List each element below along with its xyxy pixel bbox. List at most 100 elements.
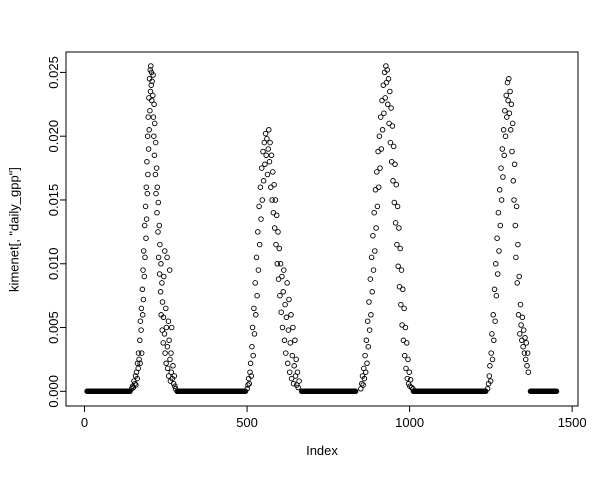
- data-point: [393, 181, 400, 188]
- data-point: [406, 369, 413, 375]
- data-point: [372, 187, 379, 193]
- data-point: [271, 225, 278, 231]
- data-point: [515, 312, 522, 318]
- data-point: [164, 365, 171, 372]
- data-point: [365, 343, 372, 350]
- data-point: [156, 222, 163, 229]
- data-point: [507, 127, 514, 133]
- data-point: [402, 324, 409, 331]
- data-point: [147, 107, 153, 114]
- data-point: [171, 373, 178, 379]
- data-point: [400, 337, 407, 344]
- data-point: [274, 261, 281, 267]
- data-point: [504, 114, 510, 120]
- y-tick-label: 0.010: [46, 247, 61, 280]
- data-point: [158, 261, 164, 267]
- data-point: [132, 380, 138, 387]
- data-point: [165, 318, 172, 324]
- data-point: [377, 114, 384, 120]
- data-point: [280, 289, 286, 295]
- data-point: [397, 245, 403, 252]
- data-point: [404, 375, 411, 382]
- data-point: [519, 314, 526, 321]
- data-point: [493, 292, 500, 299]
- data-point: [252, 280, 258, 286]
- data-point: [496, 187, 503, 193]
- data-point: [268, 152, 275, 159]
- data-point: [145, 171, 151, 178]
- data-point: [491, 286, 498, 293]
- data-point: [152, 171, 159, 178]
- data-point: [283, 314, 290, 321]
- data-point: [150, 92, 156, 99]
- data-point: [398, 301, 404, 308]
- data-point: [157, 289, 164, 295]
- data-point: [387, 88, 393, 95]
- data-point: [492, 318, 498, 324]
- data-point: [401, 352, 408, 359]
- data-point: [361, 375, 368, 382]
- data-point: [138, 305, 145, 312]
- data-point: [145, 146, 152, 152]
- data-point: [371, 209, 377, 216]
- data-point: [141, 222, 148, 229]
- data-point: [374, 169, 380, 175]
- data-point: [520, 327, 527, 333]
- data-point: [142, 203, 149, 210]
- data-point: [128, 386, 135, 392]
- data-point: [134, 375, 140, 382]
- data-point: [497, 222, 504, 229]
- data-point: [510, 178, 517, 184]
- data-point: [385, 76, 392, 82]
- data-point: [396, 283, 403, 290]
- data-point: [379, 127, 386, 133]
- data-point: [270, 169, 276, 175]
- data-point: [245, 375, 252, 382]
- x-tick-label: 1000: [395, 415, 424, 430]
- data-point: [375, 148, 381, 155]
- data-point: [162, 350, 168, 356]
- data-point: [139, 286, 146, 293]
- data-point: [163, 360, 169, 367]
- data-points: [84, 63, 560, 395]
- data-point: [522, 335, 528, 341]
- data-point: [137, 337, 143, 344]
- data-point: [262, 130, 269, 137]
- data-point: [486, 373, 493, 379]
- data-point: [511, 197, 517, 203]
- data-point: [394, 203, 401, 210]
- data-point: [143, 184, 150, 190]
- data-point: [135, 365, 141, 372]
- data-point: [369, 289, 375, 295]
- data-point: [272, 197, 279, 203]
- data-point: [261, 139, 268, 146]
- x-axis: 0 500 1000 1500: [81, 406, 587, 430]
- data-point: [502, 107, 508, 114]
- data-point: [494, 235, 500, 241]
- data-point: [403, 365, 409, 372]
- data-point: [151, 133, 157, 139]
- data-point: [163, 305, 169, 312]
- data-point: [360, 382, 366, 388]
- data-point: [256, 203, 262, 210]
- data-point: [519, 337, 525, 344]
- data-point: [524, 363, 530, 369]
- data-point: [489, 331, 495, 337]
- data-point: [277, 261, 284, 267]
- data-point: [244, 386, 250, 392]
- data-point: [484, 386, 491, 392]
- data-point: [155, 229, 161, 235]
- data-point: [507, 88, 513, 95]
- data-point: [259, 197, 266, 203]
- data-point: [366, 299, 372, 305]
- data-point: [164, 254, 170, 261]
- data-point: [140, 267, 146, 273]
- data-point: [260, 178, 267, 184]
- data-point: [390, 143, 397, 150]
- data-point: [144, 158, 150, 165]
- data-point: [162, 248, 168, 254]
- data-point: [379, 97, 385, 104]
- data-point: [524, 350, 531, 356]
- data-point: [512, 222, 519, 229]
- data-point: [246, 380, 253, 387]
